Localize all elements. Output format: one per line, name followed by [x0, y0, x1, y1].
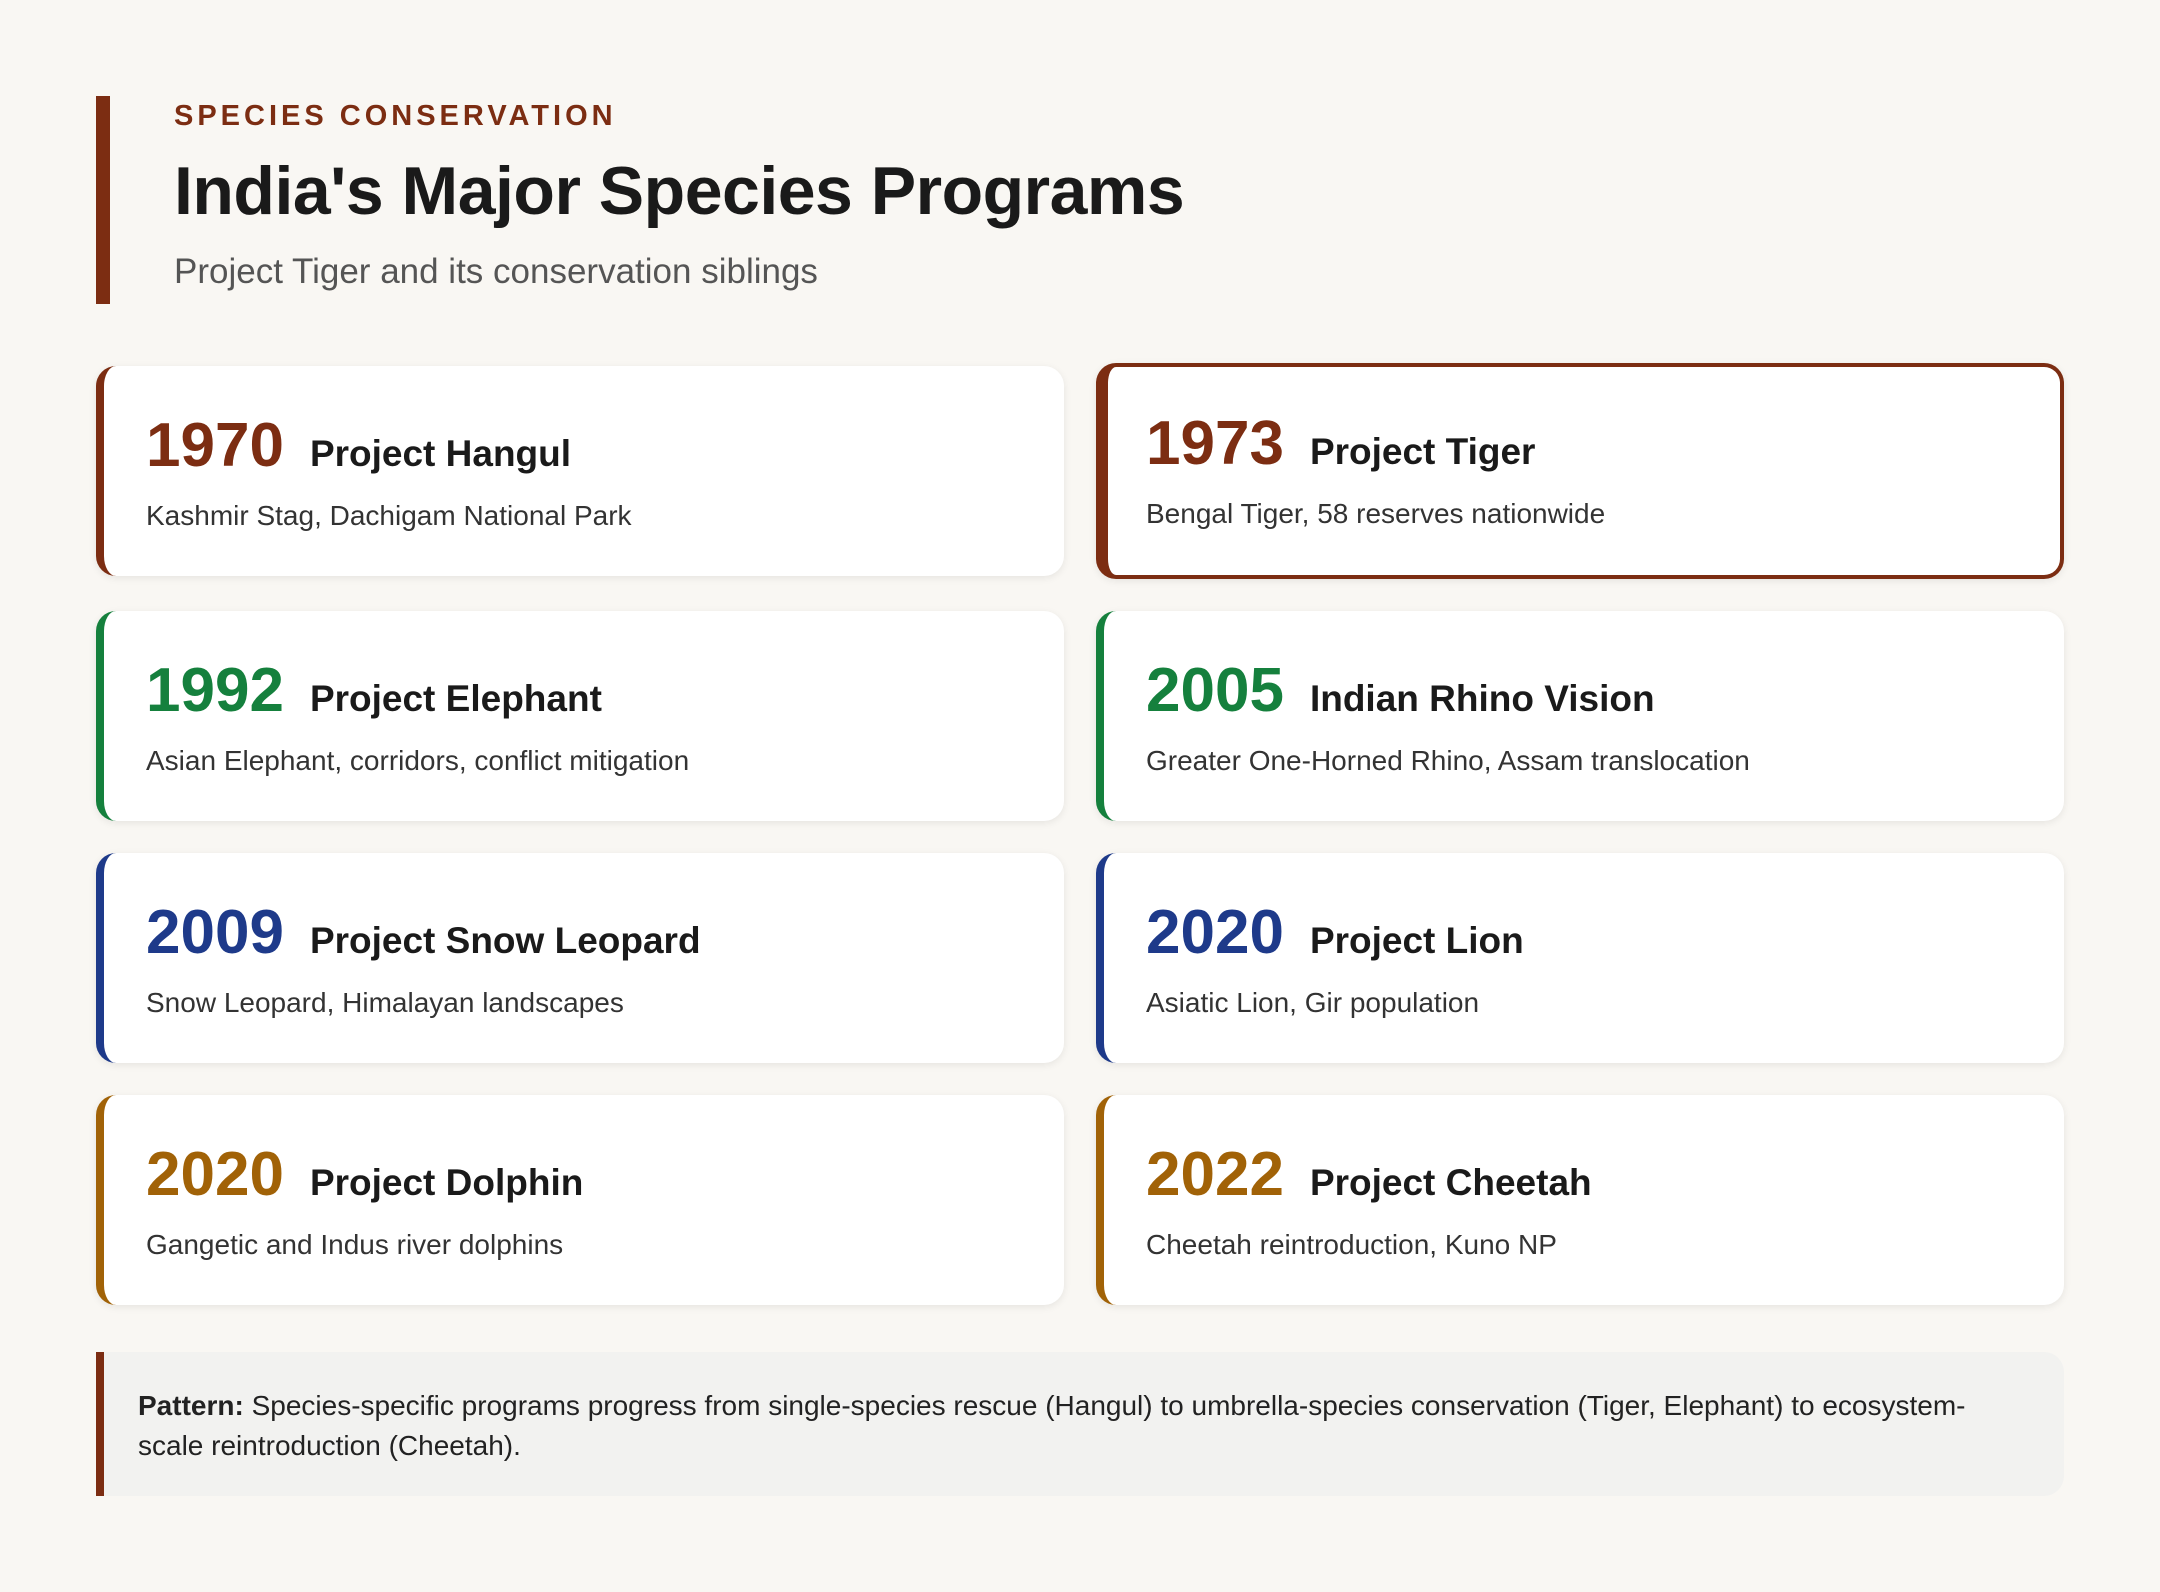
pattern-note: Pattern: Species-specific programs progr… [96, 1352, 2064, 1496]
program-name: Indian Rhino Vision [1309, 678, 1655, 719]
program-year: 1970 [146, 411, 284, 480]
program-year: 1992 [146, 656, 284, 725]
program-name: Project Tiger [1309, 431, 1536, 472]
program-year: 2005 [1146, 656, 1284, 725]
program-card: 1992 Project Elephant Asian Elephant, co… [96, 611, 1064, 821]
pattern-note-text: Species-specific programs progress from … [138, 1390, 1966, 1461]
program-name: Project Cheetah [1309, 1162, 1592, 1203]
page-header: SPECIES CONSERVATION India's Major Speci… [96, 96, 1496, 304]
program-card: 2009 Project Snow Leopard Snow Leopard, … [96, 853, 1064, 1063]
page-title: India's Major Species Programs [174, 153, 1185, 229]
program-description: Kashmir Stag, Dachigam National Park [146, 500, 632, 531]
program-year: 2020 [1146, 898, 1284, 967]
program-year: 2020 [146, 1140, 284, 1209]
program-name: Project Lion [1309, 920, 1524, 961]
program-grid: 1970 Project Hangul Kashmir Stag, Dachig… [96, 363, 2064, 1305]
page-subtitle: Project Tiger and its conservation sibli… [174, 252, 818, 291]
program-description: Asiatic Lion, Gir population [1146, 987, 1480, 1018]
program-card: 2020 Project Lion Asiatic Lion, Gir popu… [1096, 853, 2064, 1063]
program-year: 2022 [1146, 1140, 1284, 1209]
program-card: 1973 Project Tiger Bengal Tiger, 58 rese… [1096, 363, 2064, 579]
program-name: Project Hangul [309, 433, 572, 474]
program-card: 2005 Indian Rhino Vision Greater One-Hor… [1096, 611, 2064, 821]
program-card: 2020 Project Dolphin Gangetic and Indus … [96, 1095, 1064, 1305]
program-description: Gangetic and Indus river dolphins [146, 1229, 564, 1260]
program-year: 2009 [146, 898, 284, 967]
pattern-note-lead: Pattern: [138, 1390, 244, 1421]
program-description: Snow Leopard, Himalayan landscapes [146, 987, 624, 1018]
program-description: Cheetah reintroduction, Kuno NP [1146, 1229, 1557, 1260]
program-description: Bengal Tiger, 58 reserves nationwide [1146, 498, 1606, 529]
program-name: Project Dolphin [309, 1162, 584, 1203]
program-card: 2022 Project Cheetah Cheetah reintroduct… [1096, 1095, 2064, 1305]
program-card: 1970 Project Hangul Kashmir Stag, Dachig… [96, 366, 1064, 576]
program-name: Project Elephant [309, 678, 602, 719]
program-description: Asian Elephant, corridors, conflict miti… [146, 745, 690, 776]
program-year: 1973 [1146, 409, 1284, 478]
program-name: Project Snow Leopard [309, 920, 701, 961]
eyebrow-label: SPECIES CONSERVATION [174, 100, 617, 132]
program-description: Greater One-Horned Rhino, Assam transloc… [1146, 745, 1750, 776]
